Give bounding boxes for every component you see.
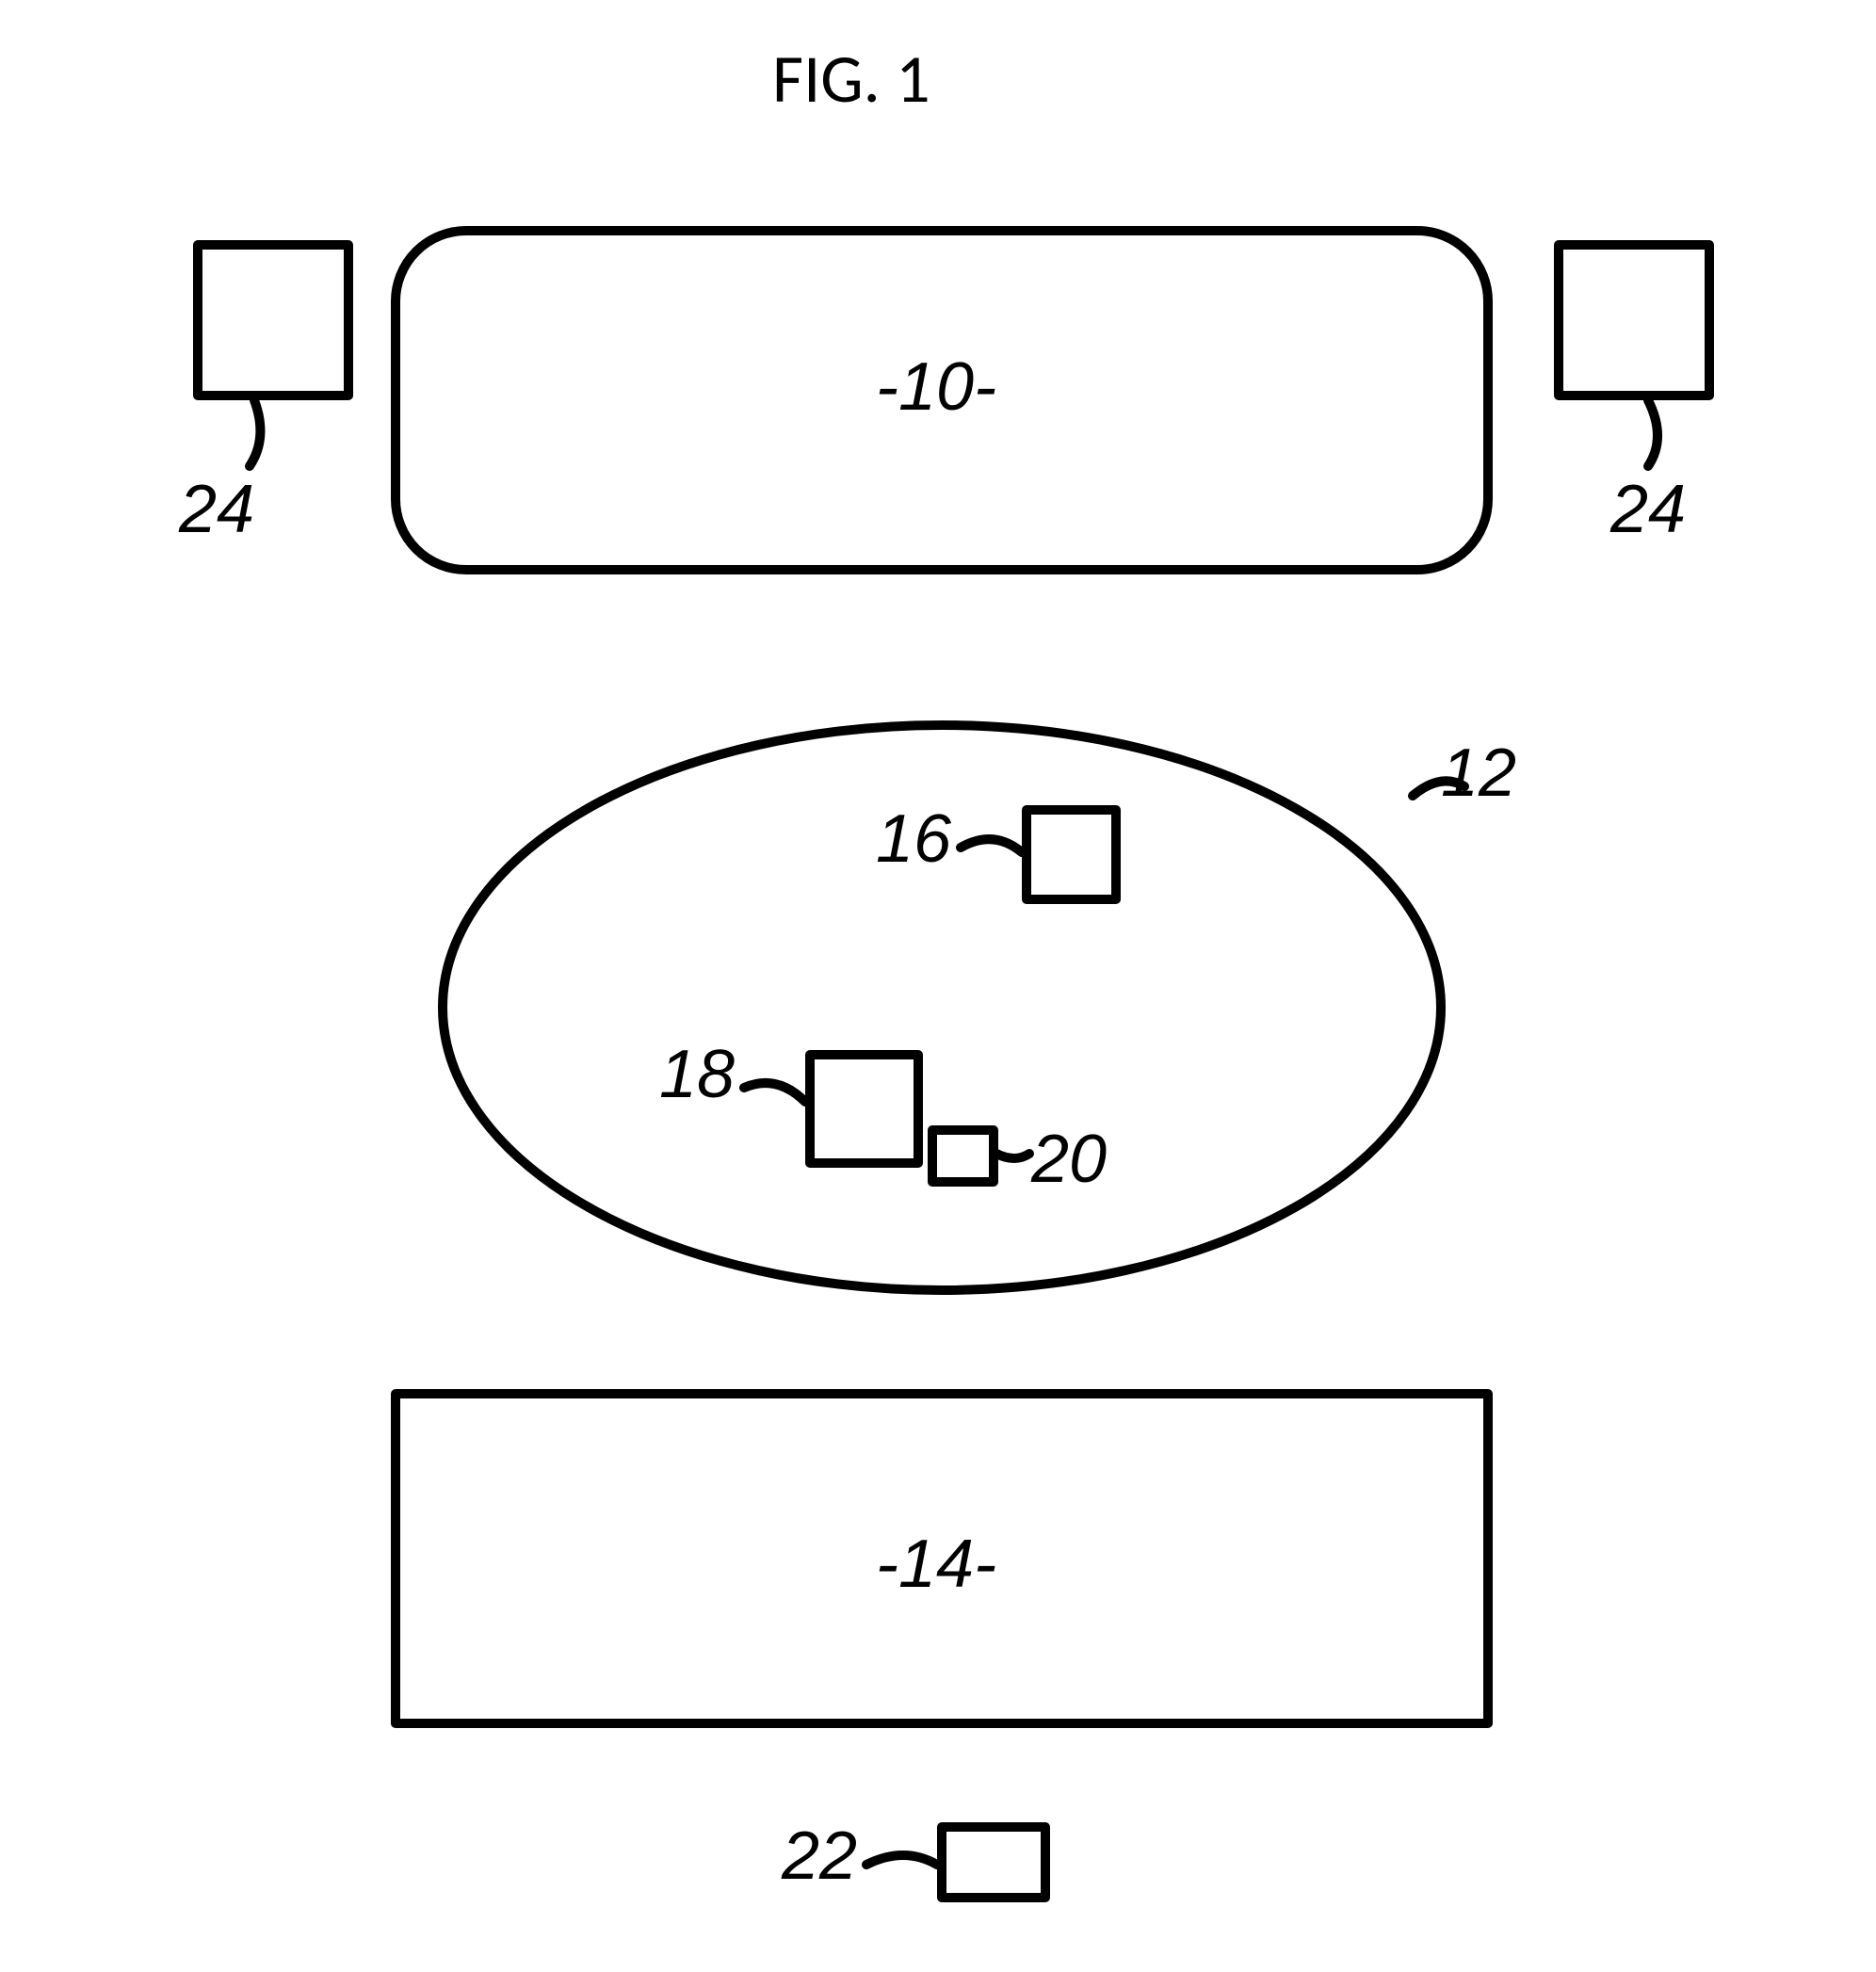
shape-16-square bbox=[1027, 810, 1116, 899]
shape-24-right-square bbox=[1559, 245, 1709, 396]
leader-22 bbox=[866, 1855, 937, 1865]
label-20: 20 bbox=[1031, 1121, 1107, 1198]
label-24-left: 24 bbox=[179, 471, 254, 548]
leader-16 bbox=[961, 839, 1022, 852]
label-12: 12 bbox=[1441, 735, 1516, 812]
label-10: -10- bbox=[876, 348, 996, 426]
diagram-svg bbox=[0, 0, 1876, 1972]
label-22: 22 bbox=[782, 1818, 857, 1895]
leader-24-right bbox=[1648, 400, 1658, 466]
label-14: -14- bbox=[876, 1526, 996, 1603]
leader-18 bbox=[744, 1083, 805, 1102]
shape-24-left-square bbox=[198, 245, 348, 396]
shape-22-rect bbox=[942, 1827, 1045, 1898]
label-16: 16 bbox=[876, 800, 951, 878]
figure-canvas: FIG. 1 bbox=[0, 0, 1876, 1972]
shape-20-square bbox=[932, 1130, 994, 1182]
leader-20 bbox=[996, 1154, 1029, 1158]
label-24-right: 24 bbox=[1610, 471, 1686, 548]
leader-24-left bbox=[250, 400, 260, 466]
label-18: 18 bbox=[659, 1036, 735, 1113]
shape-18-square bbox=[810, 1055, 918, 1163]
